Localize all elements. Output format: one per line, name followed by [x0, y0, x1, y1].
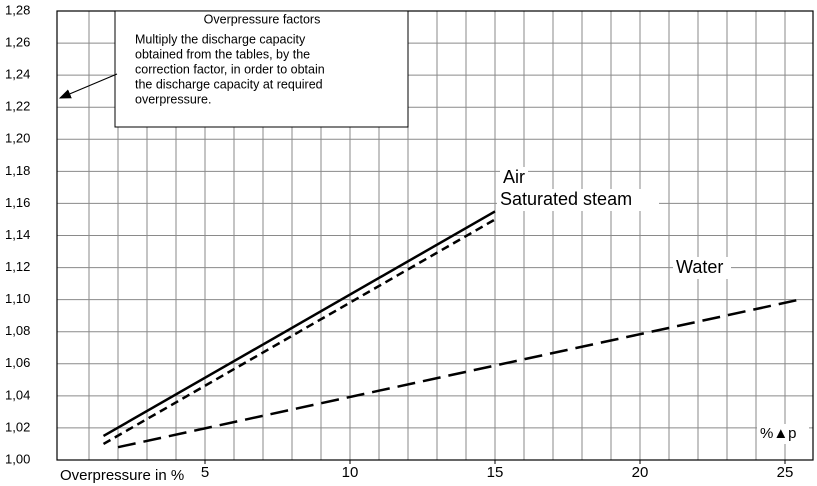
- y-tick-label: 1,04: [5, 387, 30, 402]
- annotation-line: the discharge capacity at required: [135, 77, 323, 91]
- x-tick-label: 15: [487, 464, 504, 481]
- series-label: Water: [676, 257, 723, 277]
- annotation-title: Overpressure factors: [204, 12, 321, 26]
- series-label-bg: [497, 189, 659, 211]
- annotation-line: correction factor, in order to obtain: [135, 62, 325, 76]
- y-tick-label: 1,16: [5, 195, 30, 210]
- annotation-line: overpressure.: [135, 92, 211, 106]
- annotation-line: obtained from the tables, by the: [135, 47, 310, 61]
- y-tick-label: 1,26: [5, 35, 30, 50]
- x-tick-label: 20: [632, 464, 649, 481]
- y-tick-label: 1,24: [5, 67, 30, 82]
- annotation-line: Multiply the discharge capacity: [135, 32, 306, 46]
- y-tick-label: 1,18: [5, 163, 30, 178]
- x-axis-label: Overpressure in %: [60, 467, 184, 484]
- annotation-box: [114, 10, 409, 128]
- y-tick-label: 1,28: [5, 2, 30, 17]
- series-label-bg: [500, 167, 528, 189]
- y-tick-label: 1,10: [5, 291, 30, 306]
- axis-symbol: %▲p: [760, 425, 797, 442]
- plot-frame: [56, 10, 814, 461]
- axis-symbol-bg: [757, 424, 809, 444]
- annotation-arrow: [58, 73, 118, 99]
- y-tick-label: 1,02: [5, 419, 30, 434]
- y-tick-label: 1,22: [5, 99, 30, 114]
- series-label: Air: [503, 167, 525, 187]
- series-line: [117, 298, 800, 449]
- x-tick-label: 5: [201, 464, 209, 481]
- y-tick-label: 1,08: [5, 323, 30, 338]
- series-label-bg: [673, 257, 731, 279]
- x-tick-label: 25: [777, 464, 794, 481]
- y-tick-label: 1,14: [5, 227, 30, 242]
- series-label: Saturated steam: [500, 189, 632, 209]
- y-tick-label: 1,00: [5, 451, 30, 466]
- x-tick-label: 10: [342, 464, 359, 481]
- y-tick-label: 1,20: [5, 131, 30, 146]
- series-line: [102, 218, 496, 446]
- y-tick-label: 1,06: [5, 355, 30, 370]
- series-line: [102, 210, 496, 438]
- y-tick-label: 1,12: [5, 259, 30, 274]
